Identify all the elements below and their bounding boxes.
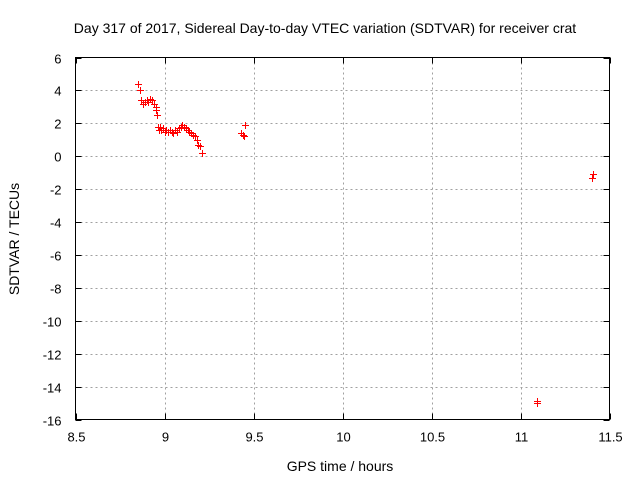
x-tick-label: 9.5 xyxy=(245,430,263,445)
data-point xyxy=(197,143,204,150)
data-point xyxy=(240,132,247,139)
data-point xyxy=(242,122,249,129)
data-point xyxy=(154,112,161,119)
y-tick-label: 2 xyxy=(54,117,61,132)
x-tick-label: 10 xyxy=(336,430,350,445)
data-point xyxy=(534,400,541,407)
y-tick-label: 0 xyxy=(54,150,61,165)
data-point xyxy=(157,124,164,131)
data-point xyxy=(192,133,199,140)
y-tick-label: -6 xyxy=(50,249,62,264)
data-point xyxy=(590,171,597,178)
x-axis-label: GPS time / hours xyxy=(287,458,394,474)
y-tick-label: -10 xyxy=(43,315,62,330)
grid xyxy=(75,57,610,420)
y-tick-label: 4 xyxy=(54,84,61,99)
data-point xyxy=(149,97,156,104)
x-tick-label: 8.5 xyxy=(67,430,85,445)
y-axis-label: SDTVAR / TECUs xyxy=(6,183,22,295)
y-tick-label: -8 xyxy=(50,282,62,297)
x-tick-label: 10.5 xyxy=(420,430,445,445)
y-tick-label: -16 xyxy=(43,414,62,429)
data-point xyxy=(174,129,181,136)
y-tick-label: -14 xyxy=(43,381,62,396)
data-point xyxy=(137,87,144,94)
data-point xyxy=(135,81,142,88)
y-tick-label: 6 xyxy=(54,52,61,67)
data-point xyxy=(138,97,145,104)
plot-frame xyxy=(75,57,610,420)
y-tick-label: -2 xyxy=(50,183,62,198)
x-tick-label: 11 xyxy=(515,430,529,445)
data-point xyxy=(241,133,248,140)
chart-title: Day 317 of 2017, Sidereal Day-to-day VTE… xyxy=(74,20,576,36)
y-tick-label: -4 xyxy=(50,216,62,231)
x-tick-label: 9 xyxy=(162,430,169,445)
data-point xyxy=(199,150,206,157)
data-point xyxy=(153,107,160,114)
data-point xyxy=(194,137,201,144)
x-tick-label: 11.5 xyxy=(598,430,622,445)
axis-ticks: 8.5 9 9.5 10 10.5 11 11.5 -16 -14 -12 -10 -8 -6 -4 -2 0… xyxy=(43,52,623,445)
y-tick-label: -12 xyxy=(43,348,62,363)
data-points xyxy=(135,81,597,407)
data-point xyxy=(589,175,596,182)
